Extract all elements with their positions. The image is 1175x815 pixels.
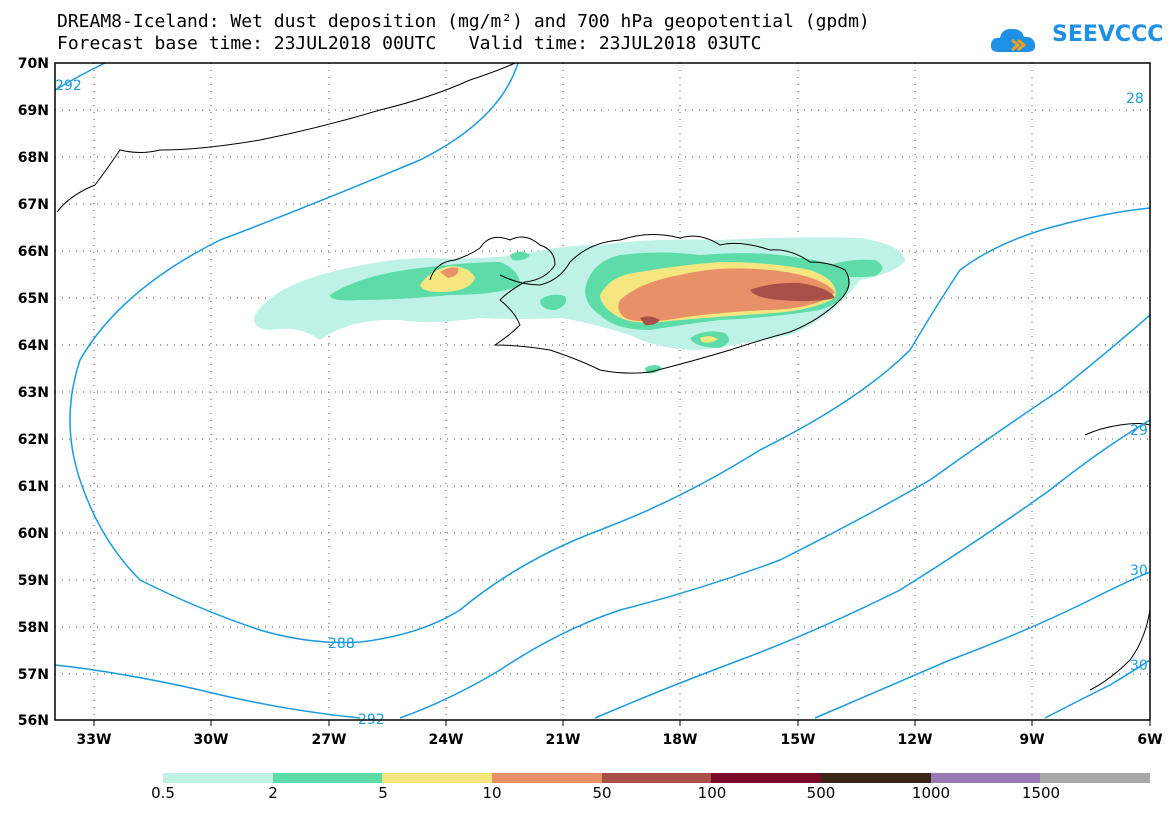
lat-label: 64N: [18, 338, 49, 354]
lon-label: 30W: [194, 732, 229, 748]
geopotential-contours: [54, 62, 1151, 719]
lon-label: 27W: [312, 732, 347, 748]
lat-label: 57N: [18, 667, 49, 683]
legend-swatch: [821, 773, 931, 783]
legend-swatch: [930, 773, 1041, 783]
cloud-icon: [990, 28, 1036, 52]
contour-labels: 292 288 292 28 29 30 30: [55, 78, 1148, 728]
lon-label: 9W: [1019, 732, 1044, 748]
legend-label: 2: [268, 784, 278, 802]
legend-label: 100: [697, 784, 727, 802]
legend-label: 10: [482, 784, 502, 802]
lon-label: 15W: [781, 732, 816, 748]
legend-swatch: [492, 773, 602, 783]
lat-label: 70N: [18, 56, 49, 72]
map-frame: [54, 62, 1151, 721]
legend-label: 1500: [1021, 784, 1061, 802]
contour-label: 30: [1130, 658, 1148, 674]
lon-label: 6W: [1137, 732, 1162, 748]
lon-label: 24W: [429, 732, 464, 748]
axis-ticks: [93, 720, 1151, 726]
legend-swatch: [601, 773, 712, 783]
legend-swatch: [711, 773, 822, 783]
legend-label: 50: [592, 784, 612, 802]
color-legend: [163, 773, 1151, 783]
contour-label: 288: [328, 636, 355, 652]
contour-label: 29: [1130, 423, 1148, 439]
legend-swatch: [382, 773, 493, 783]
title-line-2: Forecast base time: 23JUL2018 00UTC Vali…: [57, 33, 762, 54]
legend-label: 500: [806, 784, 836, 802]
lon-label: 33W: [77, 732, 112, 748]
grid-lines: [55, 63, 1150, 720]
lat-label: 63N: [18, 385, 49, 401]
lat-label: 65N: [18, 291, 49, 307]
lat-label: 58N: [18, 620, 49, 636]
latitude-labels: 70N 69N 68N 67N 66N 65N 64N 63N 62N 61N …: [18, 56, 49, 729]
lon-label: 18W: [663, 732, 698, 748]
legend-swatch: [163, 773, 273, 783]
lat-label: 69N: [18, 103, 49, 119]
legend-label: 1000: [911, 784, 951, 802]
lat-label: 67N: [18, 197, 49, 213]
lat-label: 62N: [18, 432, 49, 448]
lat-label: 66N: [18, 244, 49, 260]
contour-label: 292: [55, 78, 82, 94]
legend-label: 0.5: [151, 784, 175, 802]
lat-label: 60N: [18, 526, 49, 542]
lat-label: 59N: [18, 573, 49, 589]
dust-field: [254, 237, 905, 374]
title-line-1: DREAM8-Iceland: Wet dust deposition (mg/…: [57, 11, 870, 32]
lat-label: 68N: [18, 150, 49, 166]
lat-label: 61N: [18, 479, 49, 495]
contour-label: 30: [1130, 563, 1148, 579]
longitude-labels: 33W 30W 27W 24W 21W 18W 15W 12W 9W 6W: [77, 732, 1163, 748]
legend-label: 5: [378, 784, 388, 802]
lat-label: 56N: [18, 713, 49, 729]
lon-label: 21W: [546, 732, 581, 748]
contour-label: 28: [1126, 91, 1144, 107]
lon-label: 12W: [898, 732, 933, 748]
logo-text: SEEVCCC: [1052, 22, 1164, 47]
legend-swatch: [1040, 773, 1151, 783]
legend-swatch: [272, 773, 383, 783]
